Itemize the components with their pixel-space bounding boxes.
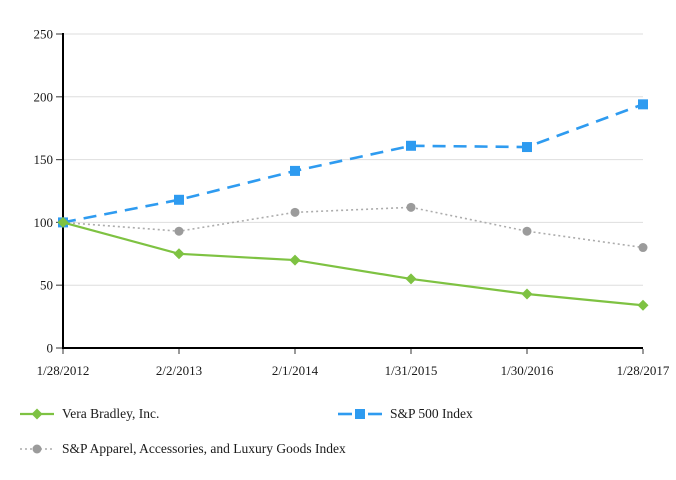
diamond-marker [173,248,185,260]
series-0 [57,216,649,311]
series-1 [58,99,648,228]
x-tick-label: 1/28/2012 [37,363,90,378]
x-tick-label: 1/31/2015 [385,363,438,378]
square-marker [406,140,416,151]
y-tick-label: 100 [34,215,54,230]
circle-marker [32,444,42,454]
y-tick-label: 200 [34,89,54,104]
legend-item-vera-bradley: Vera Bradley, Inc. [20,406,159,422]
legend-item-sp-apparel: S&P Apparel, Accessories, and Luxury Goo… [20,441,346,457]
x-tick-label: 1/28/2017 [617,363,670,378]
series-line [62,221,644,307]
x-tick-label: 2/2/2013 [156,363,202,378]
y-tick-label: 0 [47,341,54,356]
sp-apparel-line-swatch-icon [20,444,54,454]
legend-label-sp-apparel: S&P Apparel, Accessories, and Luxury Goo… [62,441,346,456]
circle-marker [290,207,300,217]
sp500-line-swatch-icon [338,409,382,419]
diamond-marker [405,273,417,285]
y-tick-label: 250 [34,27,54,42]
diamond-marker [289,254,301,266]
diamond-marker [521,288,533,300]
square-marker [638,99,648,110]
legend-label-vera-bradley: Vera Bradley, Inc. [62,406,160,421]
diamond-marker [31,408,43,420]
y-tick-label: 150 [34,152,54,167]
diamond-marker [57,216,69,228]
square-marker [290,165,300,176]
legend-item-sp500: S&P 500 Index [338,406,473,422]
legend-label-sp500: S&P 500 Index [390,406,473,421]
circle-marker [638,243,648,253]
square-marker [355,409,365,419]
vera-bradley-line-swatch-icon [20,408,54,420]
y-tick-label: 50 [40,278,53,293]
series-line [62,103,644,224]
square-marker [174,194,184,205]
series-line [62,206,644,249]
x-tick-label: 1/30/2016 [501,363,554,378]
square-marker [522,142,532,153]
circle-marker [522,226,532,236]
circle-marker [174,226,184,236]
x-tick-label: 2/1/2014 [272,363,319,378]
diamond-marker [637,299,649,311]
circle-marker [406,202,416,212]
